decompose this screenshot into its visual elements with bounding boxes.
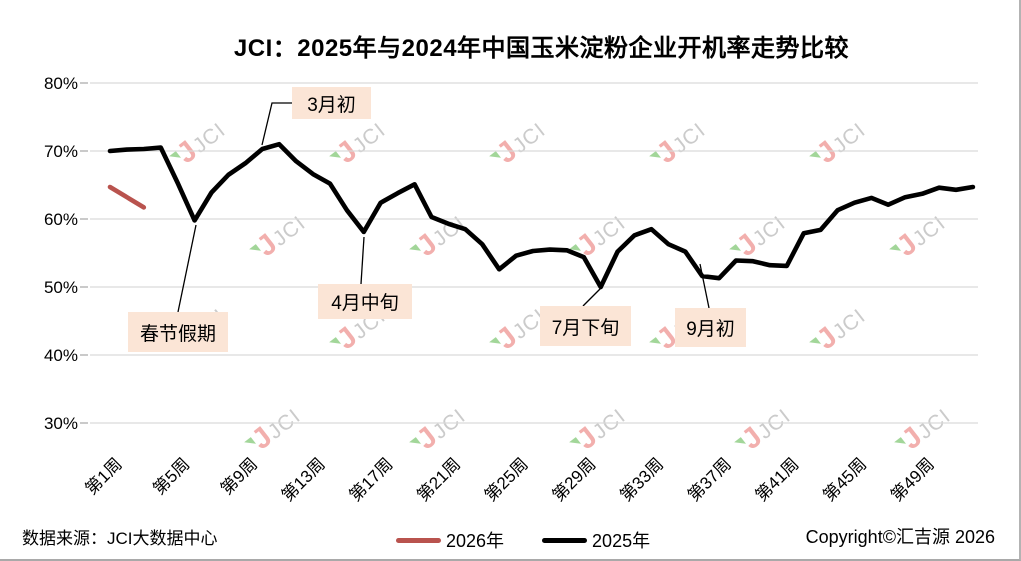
chart-legend: 2026年 2025年 xyxy=(396,527,650,553)
annotation-box: 春节假期 xyxy=(128,312,228,352)
callout-line xyxy=(360,236,365,285)
y-axis-label: 50% xyxy=(44,278,78,297)
legend-swatch-2025 xyxy=(542,537,588,543)
callout-line xyxy=(261,102,292,146)
data-source-note: 数据来源：JCI大数据中心 xyxy=(22,529,218,548)
legend-label-2026: 2026年 xyxy=(446,531,505,551)
y-axis-label: 30% xyxy=(44,414,78,433)
y-axis-label: 70% xyxy=(44,142,78,161)
series-line-2026年 xyxy=(107,184,147,210)
legend-item-2026: 2026年 xyxy=(396,527,504,553)
annotation-box: 9月初 xyxy=(675,308,746,347)
annotation-box: 4月中旬 xyxy=(318,284,412,319)
chart-title: JCI：2025年与2024年中国玉米淀粉企业开机率走势比较 xyxy=(233,35,850,62)
callout-line xyxy=(582,287,602,307)
annotation-box: 7月下旬 xyxy=(540,306,631,346)
line-chart: 80%70%60%50%40%30%第1周 第5周 第9周 第13周 第17周 第21周第… xyxy=(44,74,978,505)
y-axis-label: 40% xyxy=(44,346,78,365)
y-axis-label: 80% xyxy=(44,74,78,93)
annotation-box: 3月初 xyxy=(292,87,371,119)
y-axis-label: 60% xyxy=(44,210,78,229)
legend-item-2025: 2025年 xyxy=(542,527,650,553)
legend-label-2025: 2025年 xyxy=(592,531,651,551)
series-line-2025年 xyxy=(107,141,976,290)
copyright-note: Copyright©汇吉源 2026 xyxy=(805,527,995,547)
callout-line xyxy=(177,224,197,313)
legend-swatch-2026 xyxy=(396,537,441,543)
